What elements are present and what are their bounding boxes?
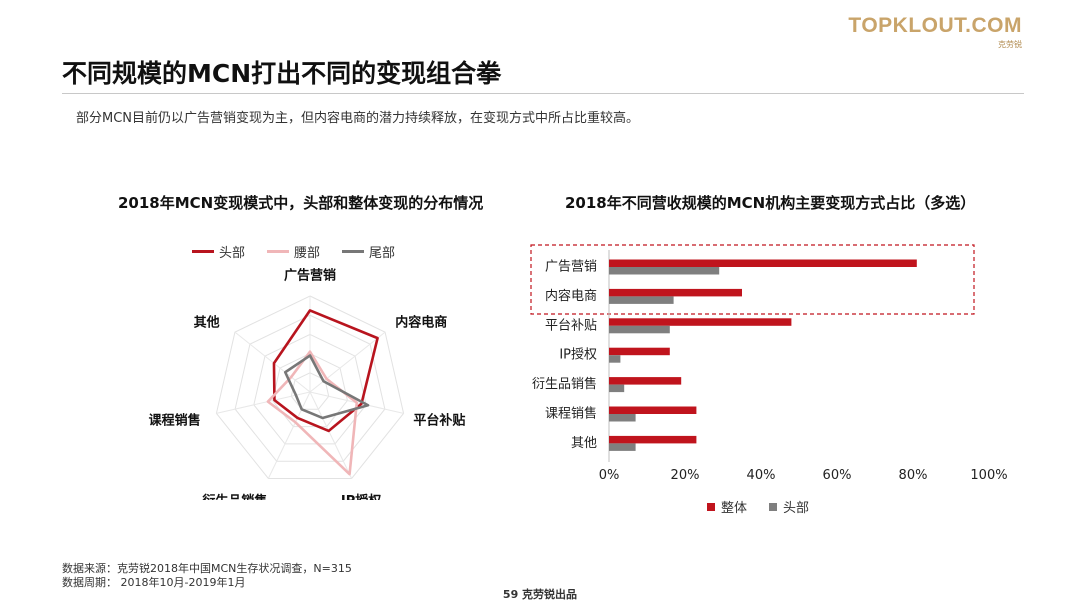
radar-grid-ring-2: [272, 353, 348, 428]
title-divider: [62, 93, 1024, 94]
bar-overall-5: [609, 377, 682, 385]
legend-swatch-tail: [342, 250, 365, 253]
bar-category-label-3: 平台补贴: [545, 318, 597, 333]
highlight-box: [530, 244, 975, 315]
legend-item-tail: 尾部: [342, 242, 395, 261]
radar-chart-title: 2018年MCN变现模式中，头部和整体变现的分布情况: [118, 194, 484, 212]
bar-category-label-6: 课程销售: [545, 406, 597, 422]
radar-legend: 头部 腰部 尾部: [192, 242, 417, 261]
bar-overall-3: [609, 318, 792, 326]
radar-series-tail: [283, 354, 370, 420]
bar-tick-labels: 0% 20% 40% 60% 80% 100%: [599, 468, 1008, 483]
bar-overall-2: [609, 288, 742, 297]
radar-axis-label-7: 其他: [194, 315, 220, 331]
bar-tick-label-6: 100%: [970, 468, 1007, 483]
radar-series-waist: [266, 350, 359, 476]
bar-head-5: [609, 384, 625, 393]
logo-subtext: 克劳锐: [998, 40, 1022, 49]
bar-head-4: [609, 355, 621, 363]
bar-head-3: [609, 325, 670, 334]
footer-period: 数据周期： 2018年10月-2019年1月: [62, 576, 246, 589]
bar-category-label-7: 其他: [571, 436, 597, 451]
radar-spoke-6: [216, 391, 311, 414]
bar-tick-label-3: 40%: [747, 468, 776, 483]
bar-category-label-4: IP授权: [559, 347, 597, 363]
bar-overall-4: [609, 347, 670, 356]
legend-label-overall: 整体: [721, 501, 748, 516]
bar-category-label-1: 广告营销: [545, 260, 597, 275]
bar-tick-label-1: 0%: [599, 468, 620, 483]
logo-text: TOPKLOUT.COM: [848, 14, 1022, 37]
legend-item-overall: 整体: [707, 497, 747, 516]
radar-axis-label-2: 内容电商: [395, 315, 447, 331]
radar-series-head: [272, 309, 379, 433]
bar-chart-title: 2018年不同营收规模的MCN机构主要变现方式占比（多选）: [565, 194, 976, 212]
bar-tick-label-5: 80%: [899, 468, 928, 483]
legend-label-waist: 腰部: [294, 246, 321, 261]
footer-source: 数据来源：克劳锐2018年中国MCN生存状况调查，N=315: [62, 562, 352, 575]
radar-axis-label-1: 广告营销: [284, 268, 336, 284]
page-subtitle: 部分MCN目前仍以广告营销变现为主，但内容电商的潜力持续释放，在变现方式中所占比…: [76, 111, 640, 126]
bar-overall-6: [609, 406, 697, 414]
legend-label-head: 头部: [219, 246, 246, 261]
legend-swatch-overall: [707, 502, 715, 511]
radar-axis-label-3: 平台补贴: [413, 413, 465, 429]
legend-label-tail: 尾部: [369, 246, 396, 261]
radar-axis-label-6: 课程销售: [149, 413, 201, 429]
bar-legend: 整体 头部: [707, 497, 831, 516]
bar-overall-1: [609, 259, 917, 267]
legend-swatch-waist: [267, 250, 290, 253]
bar-overall-7: [609, 435, 697, 444]
legend-swatch-head: [192, 250, 214, 253]
radar-spoke-5: [267, 391, 311, 479]
radar-spoke-7: [234, 331, 311, 393]
legend-item-head: 头部: [192, 242, 245, 261]
radar-grid-ring-5: [215, 295, 405, 479]
legend-item-head-bar: 头部: [769, 497, 809, 516]
page-title: 不同规模的MCN打出不同的变现组合拳: [62, 59, 502, 88]
brand-logo: TOPKLOUT.COM 克劳锐: [848, 14, 1022, 50]
radar-grid-ring-3: [253, 333, 367, 445]
bar-tick-label-2: 20%: [671, 468, 700, 483]
bar-head-1: [609, 267, 720, 275]
bar-category-label-2: 内容电商: [545, 288, 597, 304]
bar-head-6: [609, 414, 636, 422]
radar-axis-label-5: 衍生品销售: [201, 493, 267, 500]
legend-label-head-bar: 头部: [783, 501, 810, 516]
bar-head-2: [609, 296, 674, 304]
legend-swatch-head-bar: [769, 502, 778, 511]
radar-grid: [215, 295, 405, 479]
bar-category-label-5: 衍生品销售: [532, 376, 597, 392]
bar-marks: [609, 259, 917, 451]
radar-axis-label-4: IP授权: [341, 493, 382, 500]
legend-item-waist: 腰部: [267, 242, 320, 261]
radar-spoke-4: [309, 391, 353, 479]
bar-tick-label-4: 60%: [823, 468, 852, 483]
bar-head-7: [609, 443, 636, 451]
radar-series: [266, 309, 379, 476]
page-number: 59 克劳锐出品: [502, 588, 578, 601]
